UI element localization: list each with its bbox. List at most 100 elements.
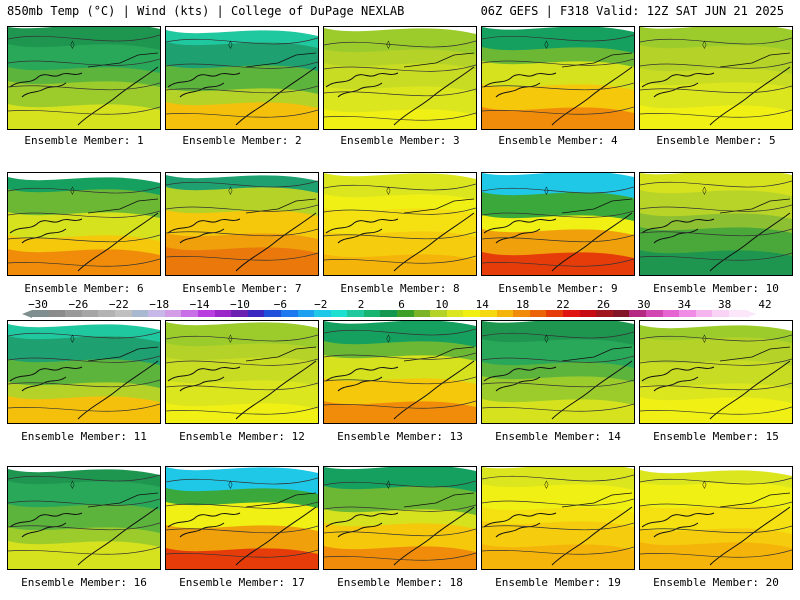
wind-streamline: [482, 234, 634, 243]
temperature-map: ◊: [8, 469, 160, 569]
wind-streamline: [482, 210, 634, 218]
colorbar-swatch: [430, 310, 447, 317]
colorbar-swatch: [297, 310, 315, 317]
panel-label: Ensemble Member: 14: [495, 430, 621, 443]
colorbar-tick-label: 42: [758, 298, 772, 311]
great-lakes-coastline: [641, 218, 715, 234]
border-line: [403, 198, 475, 214]
colorbar-swatch: [81, 310, 99, 317]
colorbar-swatch: [32, 310, 49, 317]
temperature-map: ◊: [482, 173, 634, 275]
great-lakes-coastline: [9, 72, 83, 88]
temperature-band: [8, 541, 160, 569]
panel-label: Ensemble Member: 2: [182, 134, 302, 147]
wind-streamline: [166, 525, 318, 534]
great-lakes-coastline: [9, 366, 83, 382]
wind-streamline: [640, 358, 792, 366]
temperature-map: ◊: [8, 324, 160, 423]
temperature-map: ◊: [166, 467, 318, 569]
great-lakes-coastline: [483, 72, 557, 88]
wind-streamline: [324, 328, 476, 336]
wind-streamline: [166, 501, 318, 509]
temperature-band: [482, 252, 634, 275]
colorbar-swatch: [496, 310, 514, 317]
great-lakes-coastline: [483, 512, 557, 528]
location-marker: ◊: [386, 40, 391, 49]
ensemble-panel: ◊: [165, 172, 319, 276]
wind-streamline: [324, 231, 476, 240]
colorbar-tick-label: −26: [68, 298, 89, 311]
location-marker: ◊: [702, 186, 707, 195]
colorbar-swatch: [48, 310, 66, 317]
panel-label: Ensemble Member: 11: [21, 430, 147, 443]
temperature-map: ◊: [482, 467, 634, 569]
wind-streamline: [324, 207, 476, 215]
temperature-band: [640, 105, 792, 129]
location-marker: ◊: [386, 334, 391, 343]
great-lakes-coastline: [9, 218, 83, 234]
wind-streamline: [166, 358, 318, 366]
panel-label: Ensemble Member: 4: [498, 134, 618, 147]
map-title: 850mb Temp (°C) | Wind (kts) | College o…: [7, 4, 405, 18]
panel-label: Ensemble Member: 8: [340, 282, 460, 295]
wind-streamline: [166, 406, 318, 415]
temperature-band: [8, 396, 160, 423]
border-line: [561, 346, 633, 362]
location-marker: ◊: [386, 480, 391, 489]
wind-streamline: [482, 34, 634, 42]
location-marker: ◊: [228, 480, 233, 489]
ensemble-panel: ◊: [7, 320, 161, 424]
wind-streamline: [324, 88, 476, 97]
location-marker: ◊: [702, 480, 707, 489]
temperature-band: [324, 401, 476, 423]
temperature-map: ◊: [324, 173, 476, 275]
great-lakes-coastline: [325, 512, 399, 528]
colorbar-swatch: [330, 310, 348, 317]
panel-label: Ensemble Member: 3: [340, 134, 460, 147]
location-marker: ◊: [386, 186, 391, 195]
atlantic-coastline: [235, 360, 317, 420]
location-marker: ◊: [544, 186, 549, 195]
atlantic-coastline: [235, 66, 317, 126]
panel-label: Ensemble Member: 9: [498, 282, 618, 295]
colorbar-swatch: [413, 310, 431, 317]
wind-streamline: [640, 406, 792, 415]
colorbar-swatch: [363, 310, 381, 317]
lake-shoreline: [653, 376, 699, 392]
wind-streamline: [324, 504, 476, 512]
temperature-map: ◊: [640, 470, 792, 569]
colorbar-tick-label: −22: [108, 298, 129, 311]
wind-streamline: [166, 109, 318, 118]
wind-streamline: [482, 474, 634, 482]
wind-streamline: [324, 40, 476, 48]
temperature-map: ◊: [640, 27, 792, 129]
colorbar-swatch: [446, 310, 464, 317]
wind-streamline: [482, 106, 634, 115]
lake-shoreline: [495, 522, 541, 538]
wind-streamline: [166, 252, 318, 261]
colorbar-swatch: [164, 310, 182, 317]
colorbar-swatch: [662, 310, 680, 317]
wind-streamline: [640, 109, 792, 118]
wind-streamline: [640, 180, 792, 188]
wind-streamline: [8, 234, 160, 243]
great-lakes-coastline: [325, 72, 399, 88]
ensemble-panel: ◊: [323, 320, 477, 424]
great-lakes-coastline: [167, 512, 241, 528]
colorbar-swatch: [645, 310, 663, 317]
colorbar-swatch: [264, 310, 281, 317]
temperature-band: [166, 102, 318, 129]
atlantic-coastline: [393, 212, 475, 272]
atlantic-coastline: [393, 506, 475, 566]
wind-streamline: [166, 85, 318, 94]
atlantic-coastline: [77, 506, 159, 566]
location-marker: ◊: [544, 480, 549, 489]
colorbar-swatch: [728, 310, 746, 317]
temperature-band: [166, 548, 318, 569]
colorbar-swatch: [612, 310, 630, 317]
wind-streamline: [640, 252, 792, 261]
panel-label: Ensemble Member: 10: [653, 282, 779, 295]
panel-label: Ensemble Member: 12: [179, 430, 305, 443]
colorbar-swatch: [397, 310, 414, 317]
wind-streamline: [8, 258, 160, 267]
